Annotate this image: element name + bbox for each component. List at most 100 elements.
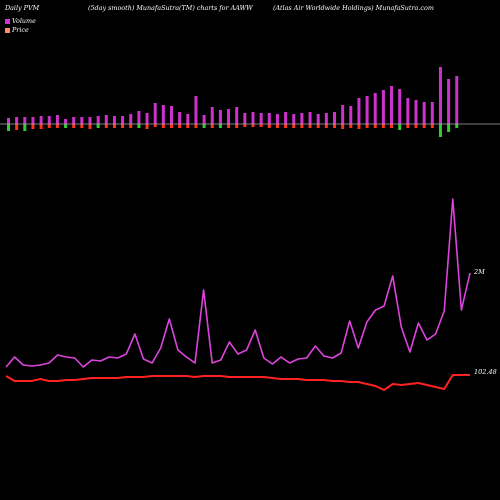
volume-bar-up bbox=[349, 106, 353, 124]
volume-bar-up bbox=[194, 96, 198, 124]
volume-bar-up bbox=[259, 113, 263, 124]
volume-bar-down bbox=[202, 124, 206, 128]
legend-volume-label: Volume bbox=[12, 17, 36, 25]
volume-bar-down bbox=[381, 124, 385, 128]
volume-bar-down bbox=[121, 124, 125, 128]
volume-bar-up bbox=[381, 90, 385, 124]
volume-bar-up bbox=[300, 113, 304, 124]
volume-bar-up bbox=[316, 114, 320, 124]
volume-bar-up bbox=[15, 117, 19, 124]
volume-bar-up bbox=[31, 117, 35, 124]
volume-bar-up bbox=[414, 100, 418, 124]
volume-bar-up bbox=[64, 119, 68, 124]
volume-bar-down bbox=[23, 124, 27, 131]
volume-bar-down bbox=[194, 124, 198, 128]
volume-bar-up bbox=[235, 107, 239, 124]
volume-bar-down bbox=[153, 124, 157, 127]
volume-bar-down bbox=[455, 124, 459, 128]
volume-bar-down bbox=[15, 124, 19, 130]
volume-bar-up bbox=[145, 113, 149, 124]
volume-bar-up bbox=[357, 98, 361, 124]
volume-bar-down bbox=[438, 124, 442, 137]
volume-bar-up bbox=[438, 67, 442, 124]
volume-bar-up bbox=[39, 116, 43, 124]
volume-bar-up bbox=[186, 114, 190, 124]
volume-bar-up bbox=[227, 109, 231, 124]
volume-bar-down bbox=[300, 124, 304, 128]
volume-bar-down bbox=[170, 124, 173, 128]
volume-bar-down bbox=[137, 124, 141, 128]
volume-bar-up bbox=[275, 114, 279, 124]
volume-bar-down bbox=[357, 124, 361, 129]
volume-line bbox=[5, 198, 471, 368]
volume-bar-down bbox=[390, 124, 394, 128]
volume-bar-down bbox=[308, 124, 312, 128]
volume-bar-up bbox=[218, 110, 222, 124]
volume-bar-down bbox=[316, 124, 320, 128]
volume-bar-down bbox=[39, 124, 43, 129]
volume-bar-up bbox=[267, 113, 271, 124]
volume-bar-down bbox=[227, 124, 231, 128]
volume-bar-up bbox=[406, 98, 410, 124]
volume-bar-up bbox=[447, 79, 451, 124]
volume-bar-up bbox=[292, 114, 296, 124]
volume-bar-down bbox=[72, 124, 76, 128]
volume-bar-down bbox=[430, 124, 434, 128]
volume-bar-up bbox=[341, 105, 345, 124]
volume-bar-up bbox=[129, 114, 133, 124]
volume-bar-down bbox=[349, 124, 353, 128]
volume-bar-up bbox=[422, 102, 426, 124]
volume-bar-down bbox=[104, 124, 108, 128]
volume-bar-down bbox=[31, 124, 35, 129]
volume-bar-up bbox=[23, 117, 27, 124]
volume-bar-down bbox=[324, 124, 328, 128]
volume-bar-down bbox=[112, 124, 116, 128]
volume-bar-up bbox=[80, 117, 84, 124]
volume-bar-down bbox=[96, 124, 100, 128]
volume-bar-up bbox=[308, 112, 312, 124]
volume-bar-up bbox=[153, 103, 157, 124]
volume-bar-down bbox=[7, 124, 10, 131]
volume-bar-up bbox=[373, 93, 377, 124]
volume-bar-down bbox=[243, 124, 247, 127]
chart-title-left: Daily PVM bbox=[5, 4, 40, 12]
volume-bars bbox=[7, 67, 459, 137]
volume-bar-up bbox=[202, 115, 206, 124]
volume-bar-down bbox=[47, 124, 51, 128]
volume-bar-down bbox=[422, 124, 426, 128]
legend-volume-swatch bbox=[5, 18, 10, 24]
volume-bar-down bbox=[235, 124, 239, 128]
volume-bar-down bbox=[406, 124, 410, 128]
volume-bar-up bbox=[96, 116, 100, 124]
volume-bar-up bbox=[7, 118, 10, 124]
volume-bar-up bbox=[390, 86, 394, 124]
volume-bar-up bbox=[170, 106, 173, 124]
volume-bar-down bbox=[55, 124, 59, 128]
volume-bar-down bbox=[64, 124, 68, 128]
volume-bar-up bbox=[47, 116, 51, 124]
volume-bar-up bbox=[324, 113, 328, 124]
volume-bar-down bbox=[341, 124, 345, 129]
volume-bar-up bbox=[178, 112, 182, 124]
volume-bar-down bbox=[88, 124, 92, 129]
volume-bar-up bbox=[430, 102, 434, 124]
volume-bar-down bbox=[145, 124, 149, 129]
chart-title-right: (Atlas Air Worldwide Holdings) MunafaSut… bbox=[273, 4, 434, 12]
volume-bar-up bbox=[88, 117, 92, 124]
volume-bar-down bbox=[292, 124, 296, 128]
volume-bar-down bbox=[398, 124, 402, 130]
volume-bar-down bbox=[218, 124, 222, 128]
volume-bar-down bbox=[373, 124, 377, 128]
volume-right-label: 2M bbox=[473, 268, 485, 276]
volume-bar-down bbox=[161, 124, 165, 128]
volume-bar-up bbox=[284, 112, 288, 124]
volume-bar-up bbox=[161, 105, 165, 124]
volume-bar-down bbox=[210, 124, 214, 128]
volume-bar-down bbox=[259, 124, 263, 127]
volume-bar-up bbox=[121, 116, 125, 124]
volume-bar-down bbox=[447, 124, 451, 132]
price-line bbox=[5, 374, 470, 391]
legend-price: Price bbox=[5, 26, 29, 34]
volume-bar-up bbox=[333, 112, 336, 124]
volume-bar-up bbox=[398, 89, 402, 124]
